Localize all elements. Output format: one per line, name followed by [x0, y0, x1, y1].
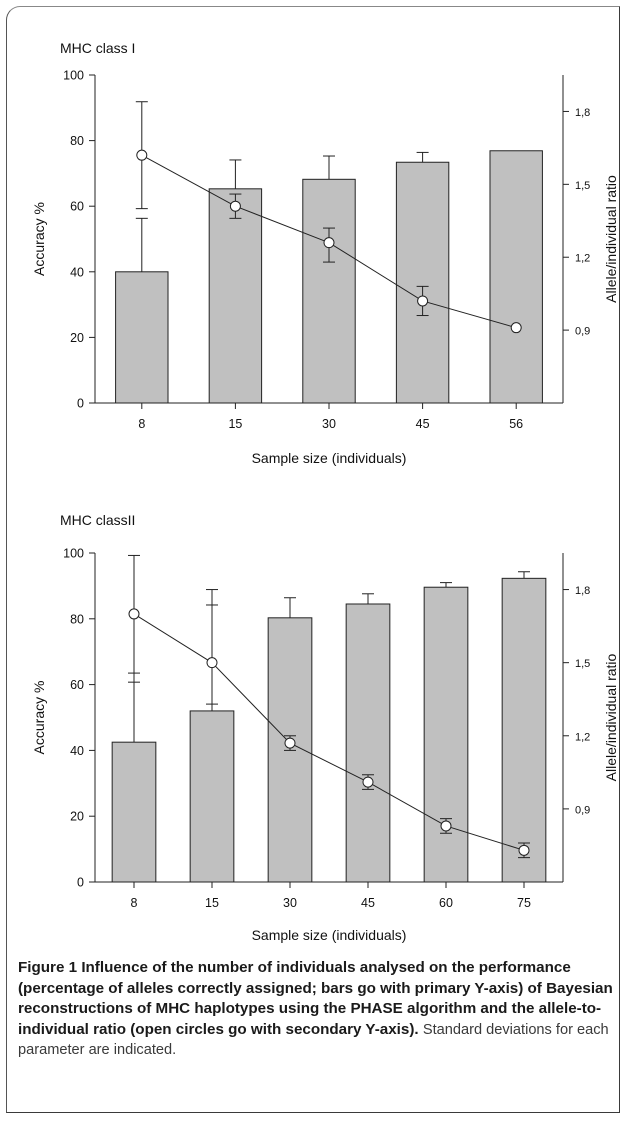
- chart2-ytick-label-100: 100: [63, 547, 84, 561]
- chart2-title: MHC classII: [60, 512, 135, 528]
- chart2-ytick-label-60: 60: [70, 678, 84, 692]
- chart2-ratio-point-75: [518, 844, 530, 856]
- chart1-xtick-label-8: 8: [138, 417, 145, 431]
- chart1-y2-axis-label: Allele/individual ratio: [603, 175, 619, 303]
- chart1-xtick-label-45: 45: [416, 417, 430, 431]
- chart1-bar-30: [302, 178, 356, 404]
- chart1-ytick-label-80: 80: [70, 134, 84, 148]
- chart1-ratio-point-15: [229, 200, 241, 212]
- chart1-y2tick-label-2: 1,5: [575, 180, 590, 192]
- chart2-y2tick-label-1: 1,2: [575, 731, 590, 743]
- chart2-y2-axis-label: Allele/individual ratio: [603, 653, 619, 781]
- chart2-xtick-label-60: 60: [439, 896, 453, 910]
- figure-frame: [6, 6, 620, 1113]
- chart1-y2tick-label-0: 0,9: [575, 326, 590, 338]
- figure-caption: Figure 1 Influence of the number of indi…: [18, 958, 616, 1061]
- chart2-bar-60: [423, 586, 469, 883]
- chart1-ytick-label-40: 40: [70, 265, 84, 279]
- chart2-ratio-point-45: [362, 776, 374, 788]
- chart1-ytick-label-0: 0: [77, 397, 84, 411]
- chart1-x-axis-label: Sample size (individuals): [252, 450, 407, 466]
- chart2-bar-15: [189, 710, 235, 883]
- chart1-xtick-label-15: 15: [228, 417, 242, 431]
- chart2-ratio-point-8: [128, 608, 140, 620]
- chart1-bar-45: [395, 161, 450, 404]
- chart1-ratio-point-56: [510, 322, 522, 334]
- chart2-y2tick-label-0: 0,9: [575, 804, 590, 816]
- chart2-xtick-label-8: 8: [131, 896, 138, 910]
- chart2-xtick-label-45: 45: [361, 896, 375, 910]
- chart2-y2tick-label-2: 1,5: [575, 658, 590, 670]
- chart2-x-axis-label: Sample size (individuals): [252, 927, 407, 943]
- caption-label: Figure 1: [18, 959, 78, 976]
- chart2-xtick-label-15: 15: [205, 896, 219, 910]
- chart2-ytick-label-80: 80: [70, 612, 84, 626]
- chart1-ytick-label-20: 20: [70, 331, 84, 345]
- chart2-y2tick-label-3: 1,8: [575, 585, 590, 597]
- chart1-bar-8: [115, 271, 169, 404]
- chart2-bar-75: [501, 577, 547, 883]
- chart1-title: MHC class I: [60, 40, 135, 56]
- chart2-y-axis-label: Accuracy %: [31, 681, 47, 755]
- chart2-xtick-label-30: 30: [283, 896, 297, 910]
- chart1-xtick-label-30: 30: [322, 417, 336, 431]
- chart2-ratio-point-15: [206, 657, 218, 669]
- chart2-xtick-label-75: 75: [517, 896, 531, 910]
- chart1-ytick-label-60: 60: [70, 200, 84, 214]
- chart1-ytick-label-100: 100: [63, 69, 84, 83]
- chart1-y2tick-label-3: 1,8: [575, 107, 590, 119]
- chart2-ratio-point-30: [284, 737, 296, 749]
- chart2-bar-8: [111, 741, 157, 883]
- chart2-ytick-label-0: 0: [77, 876, 84, 890]
- chart1-ratio-point-45: [417, 295, 429, 307]
- caption-note: Standard deviations for each parameter a…: [18, 1021, 609, 1059]
- chart2-bar-45: [345, 603, 391, 883]
- chart1-y2tick-label-1: 1,2: [575, 253, 590, 265]
- chart2-ratio-point-60: [440, 820, 452, 832]
- chart2-ytick-label-40: 40: [70, 744, 84, 758]
- chart2-ytick-label-20: 20: [70, 810, 84, 824]
- chart1-xtick-label-56: 56: [509, 417, 523, 431]
- chart1-y-axis-label: Accuracy %: [31, 202, 47, 276]
- chart1-bar-15: [208, 188, 263, 404]
- chart1-ratio-point-30: [323, 237, 335, 249]
- chart1-bar-56: [489, 150, 543, 404]
- chart2-ratio-line: [133, 613, 525, 851]
- caption-text: Influence of the number of individuals a…: [18, 959, 613, 1038]
- chart1-ratio-point-8: [136, 149, 148, 161]
